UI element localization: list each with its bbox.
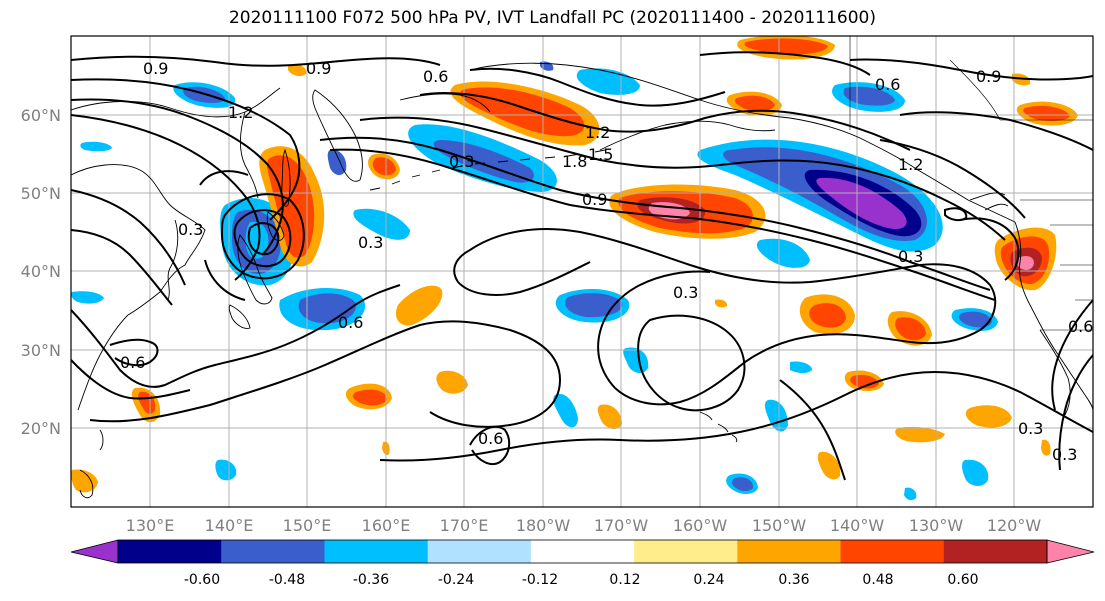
shading-negative: [71, 61, 998, 501]
colorbar: -0.60 -0.48 -0.36 -0.24 -0.12 0.12 0.24 …: [70, 539, 1095, 588]
colorbar-cell: [840, 540, 945, 563]
colorbar-cell: [221, 540, 325, 563]
lon-label: 130°E: [126, 516, 175, 535]
lon-label: 120°W: [987, 516, 1042, 535]
lon-label: 170°E: [440, 516, 489, 535]
lon-label: 140°W: [830, 516, 885, 535]
lat-label: 20°N: [21, 419, 61, 438]
lon-label: 160°E: [362, 516, 411, 535]
colorbar-label: 0.24: [693, 572, 724, 588]
colorbar-cell: [530, 540, 635, 563]
colorbar-label: -0.60: [184, 572, 220, 588]
contour-label: 0.3: [673, 283, 698, 302]
colorbar-cell: [324, 540, 429, 563]
lat-label: 40°N: [21, 262, 61, 281]
contour-label: 1.2: [585, 123, 610, 142]
longitude-labels: 130°E 140°E 150°E 160°E 170°E 180°W 170°…: [126, 516, 1042, 535]
colorbar-cell: [737, 540, 842, 563]
colorbar-frame: [117, 539, 1048, 564]
colorbar-label: 0.60: [947, 572, 978, 588]
contour-label: 0.6: [120, 353, 145, 372]
colorbar-label: -0.24: [438, 572, 474, 588]
contour-label: 0.3: [1018, 419, 1043, 438]
colorbar-arrow-left: [70, 539, 119, 564]
colorbar-tick-labels: -0.60 -0.48 -0.36 -0.24 -0.12 0.12 0.24 …: [184, 572, 979, 588]
lon-label: 170°W: [594, 516, 649, 535]
lon-label: 140°E: [205, 516, 254, 535]
map-area: 0.9 0.9 0.6 1.2 0.3 0.3 0.6 0.6 0.3 0.9 …: [71, 36, 1093, 507]
contour-label: 0.3: [178, 220, 203, 239]
colorbar-cells: [118, 540, 1048, 563]
colorbar-label: -0.48: [269, 572, 305, 588]
lon-label: 150°E: [283, 516, 332, 535]
colorbar-label: 0.12: [609, 572, 640, 588]
contour-label: 0.3: [449, 152, 474, 171]
colorbar-cell: [943, 540, 1048, 563]
contour-label: 1.2: [898, 155, 923, 174]
contour-label: 0.9: [582, 190, 607, 209]
lon-label: 160°W: [673, 516, 728, 535]
contour-label: 0.3: [1052, 445, 1077, 464]
colorbar-cell: [427, 540, 532, 563]
colorbar-cell: [118, 540, 222, 563]
lon-label: 180°W: [516, 516, 571, 535]
colorbar-label: 0.48: [862, 572, 893, 588]
coastlines: [71, 62, 1093, 499]
contour-label: 0.6: [478, 429, 503, 448]
contour-label: 0.9: [976, 67, 1001, 86]
contour-label: 0.6: [875, 75, 900, 94]
contour-label: 0.3: [358, 233, 383, 252]
contour-lines: [71, 51, 1093, 481]
colorbar-label: -0.12: [522, 572, 558, 588]
lon-label: 130°W: [909, 516, 964, 535]
contour-label: 0.6: [1068, 317, 1093, 336]
colorbar-cell: [634, 540, 738, 563]
figure-title: 2020111100 F072 500 hPa PV, IVT Landfall…: [228, 8, 876, 28]
contour-label: 0.6: [338, 313, 363, 332]
colorbar-arrow-right: [1046, 539, 1095, 564]
gridlines: [71, 36, 1093, 507]
contour-label: 1.5: [588, 145, 613, 164]
lat-label: 30°N: [21, 341, 61, 360]
colorbar-label: -0.36: [353, 572, 389, 588]
contour-label-group: 0.9 0.9 0.6 1.2 0.3 0.3 0.6 0.6 0.3 0.9 …: [120, 59, 1093, 464]
contour-label: 1.8: [562, 152, 587, 171]
boundaries: [849, 36, 1093, 331]
lon-label: 150°W: [752, 516, 807, 535]
lat-label: 60°N: [21, 106, 61, 125]
contour-label: 1.2: [228, 103, 253, 122]
shading-positive: [71, 36, 1078, 493]
contour-label: 0.6: [423, 67, 448, 86]
colorbar-label: 0.36: [778, 572, 809, 588]
latitude-labels: 60°N 50°N 40°N 30°N 20°N: [21, 106, 61, 438]
lat-label: 50°N: [21, 184, 61, 203]
contour-label: 0.9: [143, 59, 168, 78]
map-frame: [70, 35, 1094, 508]
contour-label: 0.3: [898, 247, 923, 266]
contour-label: 0.9: [306, 59, 331, 78]
